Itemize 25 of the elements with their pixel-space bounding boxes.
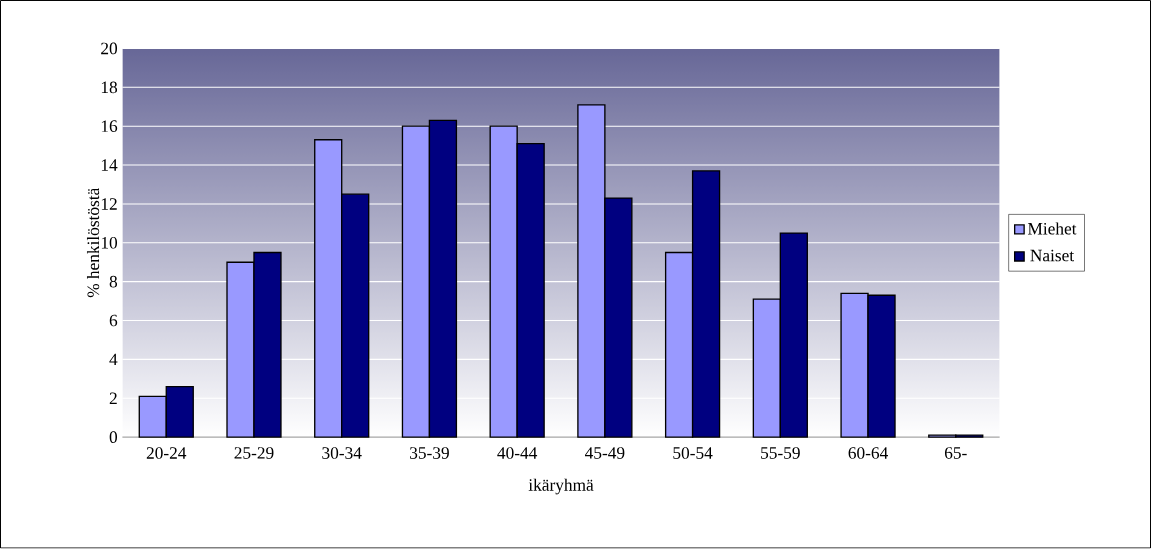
y-tick-label: 4 xyxy=(109,353,118,366)
x-axis-title: ikäryhmä xyxy=(528,478,594,495)
x-tick-label: 40-44 xyxy=(497,447,538,460)
y-tick-label: 0 xyxy=(109,431,118,444)
legend-label: Miehet xyxy=(1027,222,1077,235)
x-tick-label: 35-39 xyxy=(410,447,449,460)
x-tick-label: 55-59 xyxy=(761,447,800,460)
x-tick-label: 60-64 xyxy=(848,447,888,460)
y-tick-label: 8 xyxy=(109,276,118,288)
y-tick-label: 12 xyxy=(101,198,117,210)
y-tick-label: 20 xyxy=(101,42,118,55)
y-tick-label: 16 xyxy=(101,120,118,133)
x-tick-label: 20-24 xyxy=(146,447,187,460)
y-tick-label: 10 xyxy=(101,237,118,249)
x-tick-label: 30-34 xyxy=(322,447,362,460)
x-tick-label: 25-29 xyxy=(234,447,274,460)
x-tick-label: 65- xyxy=(944,447,967,460)
y-axis-title: % henkilöstöstä xyxy=(86,188,100,298)
x-tick-label: 50-54 xyxy=(673,447,713,460)
y-tick-label: 2 xyxy=(109,392,117,405)
x-tick-label: 45-49 xyxy=(585,447,625,460)
y-tick-label: 18 xyxy=(101,81,118,94)
legend-label: Naiset xyxy=(1030,249,1075,262)
y-tick-label: 14 xyxy=(101,159,118,171)
y-tick-label: 6 xyxy=(109,314,118,327)
